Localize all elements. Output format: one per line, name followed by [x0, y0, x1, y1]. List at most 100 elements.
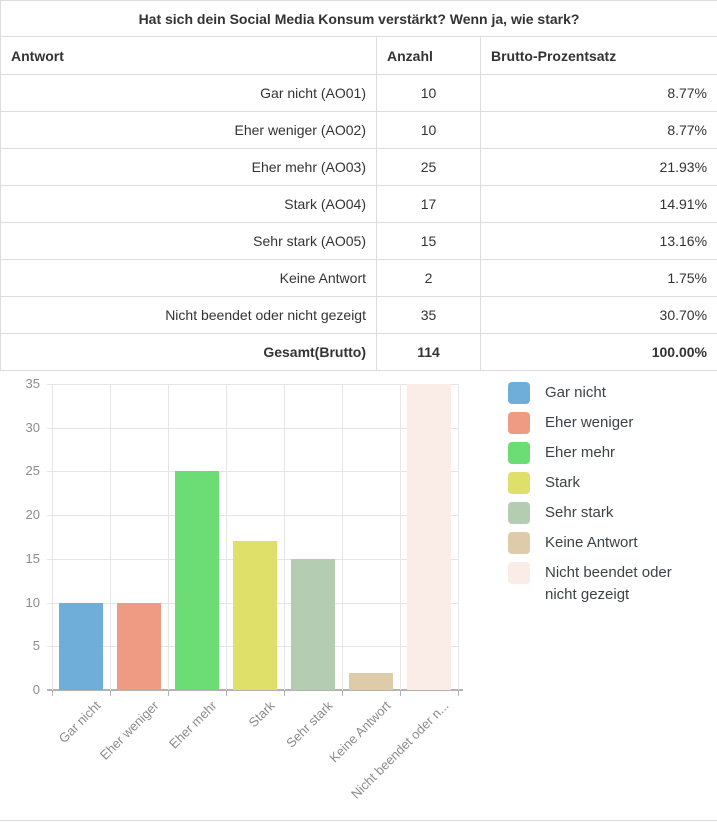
x-axis-tick-label: Keine Antwort: [326, 698, 394, 766]
legend-label: Eher weniger: [545, 414, 634, 431]
percent-cell: 1.75%: [479, 259, 717, 297]
legend-item[interactable]: Nicht beendet oder nicht gezeigt: [508, 562, 713, 606]
legend-label: Sehr stark: [545, 504, 614, 521]
x-axis-line: [47, 689, 463, 691]
x-gridline: [342, 384, 343, 690]
count-cell: 10: [376, 111, 481, 149]
x-axis-tick: [284, 690, 285, 696]
y-axis-tick-label: 25: [25, 463, 40, 479]
count-cell: 10: [376, 74, 481, 112]
column-header-anzahl: Anzahl: [376, 36, 481, 75]
answer-cell: Eher weniger (AO02): [0, 111, 377, 149]
x-axis-tick-label: Nicht beendet oder n...: [347, 698, 452, 802]
x-gridline: [458, 384, 459, 690]
bar-chart: Gar nicht Eher weniger Eher mehr Stark Sehr …: [0, 374, 717, 820]
column-header-brutto-prozentsatz: Brutto-Prozentsatz: [479, 36, 717, 75]
legend-item[interactable]: Keine Antwort: [508, 532, 713, 554]
legend-label: Gar nicht: [545, 384, 606, 401]
question-title: Hat sich dein Social Media Konsum verstä…: [0, 0, 717, 37]
x-axis-tick-label: Eher weniger: [96, 698, 162, 763]
y-axis-tick-label: 15: [25, 550, 40, 566]
y-axis-tick-label: 5: [32, 638, 40, 654]
bottom-divider: [0, 820, 717, 821]
table-row: Eher weniger (AO02) 10 8.77%: [0, 111, 717, 149]
count-cell: 25: [376, 148, 481, 186]
answer-cell: Gar nicht (AO01): [0, 74, 377, 112]
results-table: Hat sich dein Social Media Konsum verstä…: [0, 0, 717, 371]
bar-eher-weniger[interactable]: [117, 602, 161, 690]
legend-swatch: [508, 532, 530, 554]
question-title-row: Hat sich dein Social Media Konsum verstä…: [0, 0, 717, 37]
legend-label: Keine Antwort: [545, 534, 638, 551]
y-axis-tick-label: 0: [32, 682, 40, 697]
table-row: Eher mehr (AO03) 25 21.93%: [0, 148, 717, 186]
count-cell: 35: [376, 296, 481, 334]
table-total-row: Gesamt(Brutto) 114 100.00%: [0, 333, 717, 371]
legend-item[interactable]: Sehr stark: [508, 502, 713, 524]
legend-item[interactable]: Stark: [508, 472, 713, 494]
bar-sehr-stark[interactable]: [291, 558, 335, 690]
table-row: Keine Antwort 2 1.75%: [0, 259, 717, 297]
percent-cell: 21.93%: [479, 148, 717, 186]
legend-item[interactable]: Eher mehr: [508, 442, 713, 464]
x-gridline: [52, 384, 53, 690]
column-header-antwort: Antwort: [0, 36, 377, 75]
y-gridline: [47, 427, 458, 429]
bar-keine-antwort[interactable]: [349, 672, 393, 690]
bar-eher-mehr[interactable]: [175, 471, 219, 690]
percent-cell: 8.77%: [479, 74, 717, 112]
table-row: Sehr stark (AO05) 15 13.16%: [0, 222, 717, 260]
y-axis-tick-label: 30: [25, 419, 40, 435]
x-axis-tick: [400, 690, 401, 696]
x-axis-tick: [342, 690, 343, 696]
x-gridline: [110, 384, 111, 690]
count-cell: 114: [376, 333, 481, 371]
y-axis-tick-label: 35: [25, 376, 40, 391]
legend-item[interactable]: Eher weniger: [508, 412, 713, 434]
bar-stark[interactable]: [233, 541, 277, 690]
y-gridline: [47, 515, 458, 517]
bar-gar-nicht[interactable]: [59, 602, 103, 690]
x-axis-tick: [168, 690, 169, 696]
x-gridline: [284, 384, 285, 690]
x-axis-tick: [226, 690, 227, 696]
y-gridline: [47, 471, 458, 473]
x-axis-tick: [458, 690, 459, 696]
x-axis-tick: [52, 690, 53, 696]
legend-label: Nicht beendet oder nicht gezeigt: [545, 564, 672, 603]
legend-swatch: [508, 562, 530, 584]
percent-cell: 100.00%: [479, 333, 717, 371]
legend-label: Stark: [545, 474, 581, 491]
answer-cell: Keine Antwort: [0, 259, 377, 297]
percent-cell: 30.70%: [479, 296, 717, 334]
table-header-row: Antwort Anzahl Brutto-Prozentsatz: [0, 36, 717, 75]
legend-label: Eher mehr: [545, 444, 616, 461]
count-cell: 2: [376, 259, 481, 297]
x-gridline: [226, 384, 227, 690]
x-axis-tick: [110, 690, 111, 696]
x-axis-tick-label: Sehr stark: [283, 698, 336, 751]
legend-swatch: [508, 382, 530, 404]
percent-cell: 8.77%: [479, 111, 717, 149]
legend-item[interactable]: Gar nicht: [508, 382, 713, 404]
answer-cell: Nicht beendet oder nicht gezeigt: [0, 296, 377, 334]
legend-swatch: [508, 472, 530, 494]
y-gridline: [47, 384, 458, 385]
chart-legend: Gar nicht Eher weniger Eher mehr Stark Sehr …: [508, 382, 713, 614]
legend-swatch: [508, 442, 530, 464]
x-axis-tick-label: Stark: [245, 698, 278, 731]
percent-cell: 13.16%: [479, 222, 717, 260]
answer-cell: Stark (AO04): [0, 185, 377, 223]
y-axis-tick-label: 20: [25, 507, 40, 523]
legend-swatch: [508, 412, 530, 434]
count-cell: 15: [376, 222, 481, 260]
answer-cell: Sehr stark (AO05): [0, 222, 377, 260]
bar-nicht-beendet-oder-nicht-gezeigt[interactable]: [407, 384, 451, 690]
table-row: Nicht beendet oder nicht gezeigt 35 30.70%: [0, 296, 717, 334]
answer-cell: Eher mehr (AO03): [0, 148, 377, 186]
x-gridline: [168, 384, 169, 690]
table-row: Gar nicht (AO01) 10 8.77%: [0, 74, 717, 112]
y-axis-tick-label: 10: [25, 594, 40, 610]
x-gridline: [400, 384, 401, 690]
